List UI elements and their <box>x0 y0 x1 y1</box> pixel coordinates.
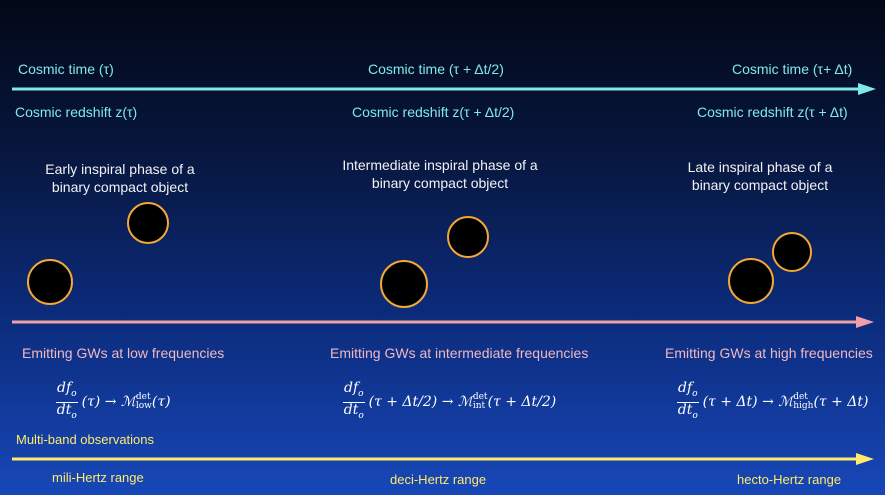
cosmic-time-arrow <box>12 83 876 95</box>
emitting-intermediate-text: Emitting GWs at intermediate frequencies <box>330 345 589 361</box>
fraction: dfo dto <box>56 380 78 421</box>
multiband-label: Multi-band observations <box>16 432 155 447</box>
emitting-low-text: Emitting GWs at low frequencies <box>22 345 225 361</box>
redshift-label-3: Cosmic redshift z(τ + Δt) <box>697 104 848 120</box>
cosmic-time-label-1: Cosmic time (τ) <box>18 61 114 77</box>
compact-object-intermediate-2 <box>380 260 428 308</box>
compact-object-late-2 <box>728 258 774 304</box>
compact-object-intermediate-1 <box>447 216 489 258</box>
cosmic-time-label-2: Cosmic time (τ + Δt/2) <box>368 61 504 77</box>
compact-object-late-1 <box>772 232 812 272</box>
phase-late-text: Late inspiral phase of a binary compact … <box>687 159 833 193</box>
compact-object-early-1 <box>127 202 169 244</box>
deci-hertz-label: deci-Hertz range <box>390 472 487 487</box>
emitting-high-text: Emitting GWs at high frequencies <box>665 345 873 361</box>
redshift-label-2: Cosmic redshift z(τ + Δt/2) <box>352 104 515 120</box>
cosmic-time-label-3: Cosmic time (τ+ Δt) <box>732 61 853 77</box>
phase-intermediate-text: Intermediate inspiral phase of a binary … <box>342 157 538 191</box>
redshift-label-1: Cosmic redshift z(τ) <box>15 104 138 120</box>
fraction: dfo dto <box>343 380 365 421</box>
mili-hertz-label: mili-Hertz range <box>52 470 144 485</box>
gw-emission-arrow <box>12 316 874 328</box>
compact-object-early-2 <box>27 259 73 305</box>
multiband-arrow <box>12 453 874 465</box>
fraction: dfo dto <box>677 380 699 421</box>
phase-early-text: Early inspiral phase of a binary compact… <box>45 161 195 195</box>
hecto-hertz-label: hecto-Hertz range <box>737 472 842 487</box>
